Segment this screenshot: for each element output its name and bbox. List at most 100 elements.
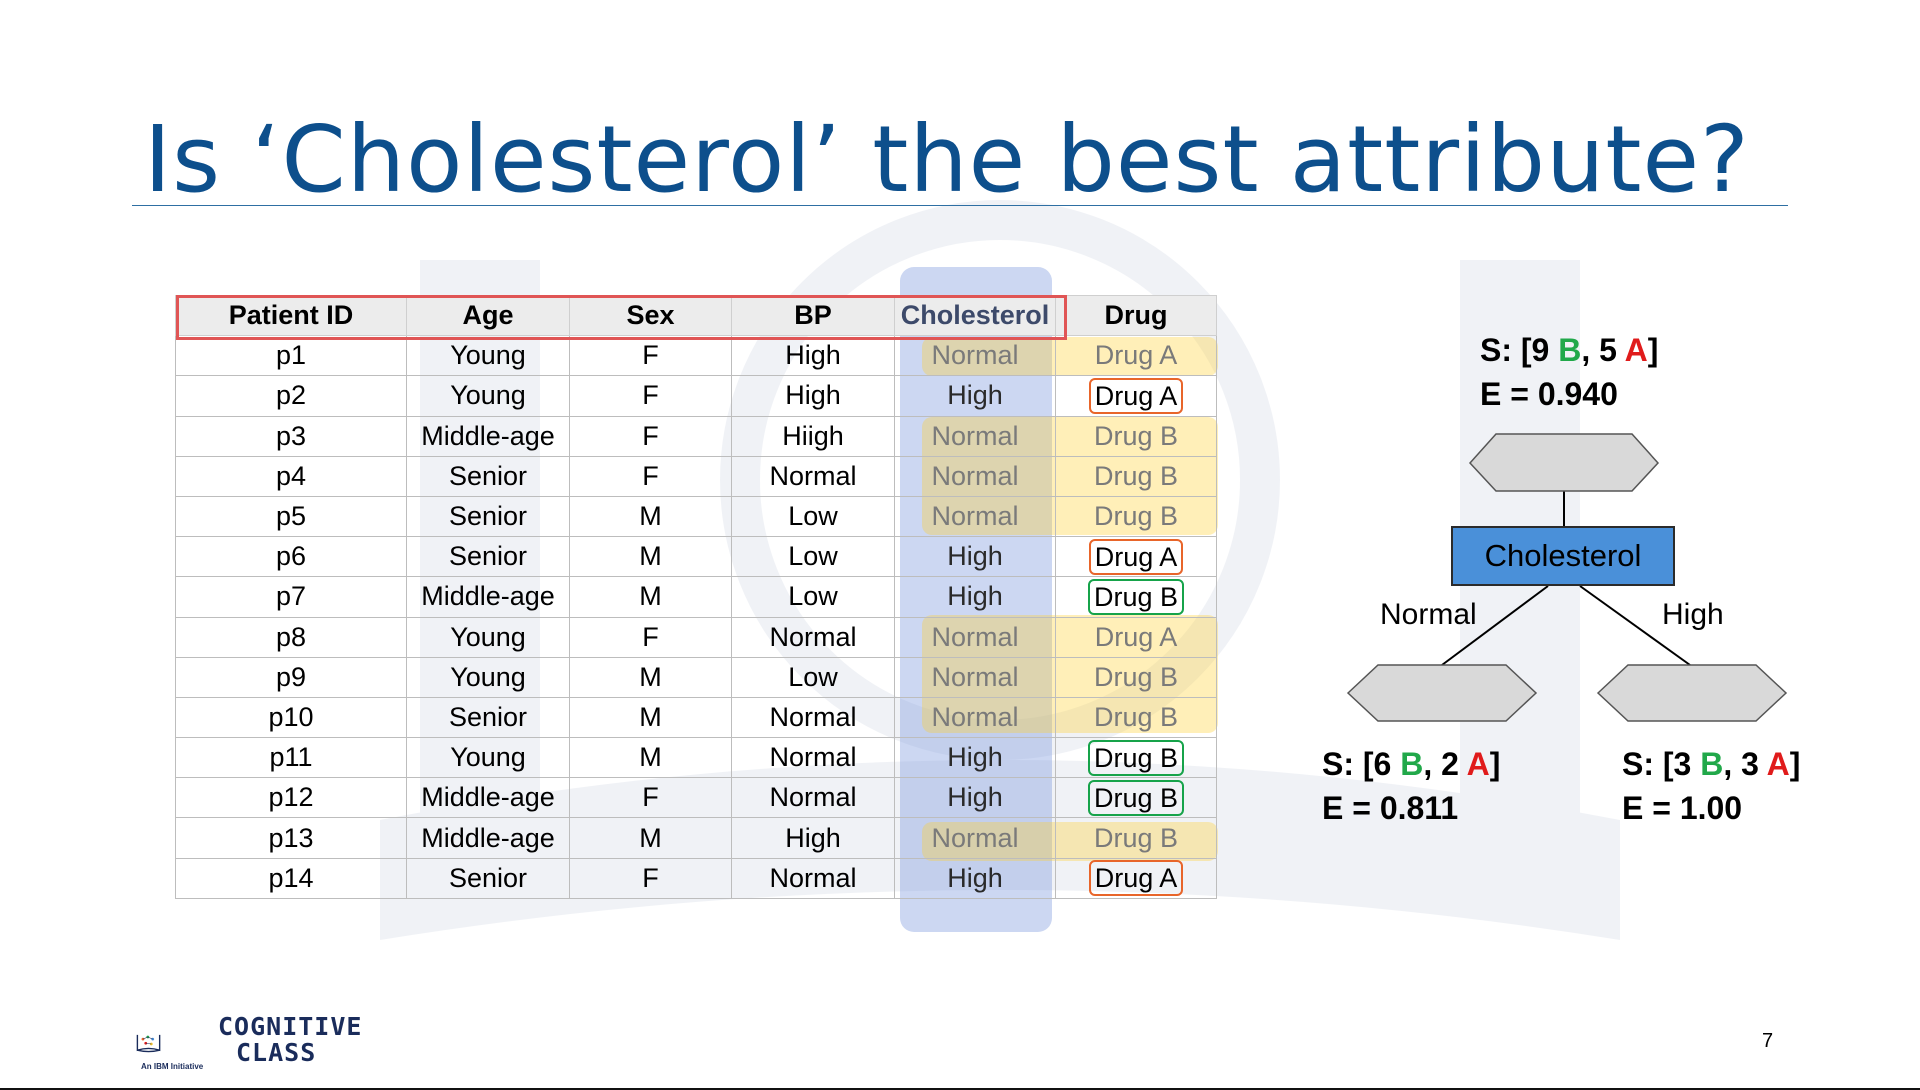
high-branch-line [1579,585,1691,666]
sex-cell: M [569,696,732,739]
drug-value: Drug B [1087,739,1185,776]
cholesterol-cell: High [894,737,1056,779]
table-header-row: Patient ID Age Sex BP Cholesterol Drug [175,294,1217,337]
table-row: p10 Senior M Normal Normal Drug B [175,696,1217,739]
bp-cell: Normal [731,616,895,658]
bp-cell: Low [731,656,895,698]
drug-cell: Drug A [1055,616,1217,658]
root-hexagon-outline [1468,433,1660,492]
age-cell: Young [406,375,570,417]
normal-sample-count: S: [6 B, 2 A] [1322,746,1501,782]
table-row: p8 Young F Normal Normal Drug A [175,616,1217,658]
cholesterol-cell: High [894,857,1056,899]
bp-cell: Low [731,576,895,618]
drug-value: Drug A [1094,340,1178,371]
drug-cell: Drug B [1055,455,1217,497]
bp-cell: Hiigh [731,415,895,457]
high-sample-count: S: [3 B, 3 A] [1622,746,1801,782]
high-leaf-hexagon [1596,664,1788,722]
bp-cell: High [731,335,895,377]
table-row: p4 Senior F Normal Normal Drug B [175,455,1217,497]
drug-cell: Drug B [1055,415,1217,457]
age-cell: Senior [406,696,570,739]
header-bp: BP [731,294,895,337]
normal-leaf-hexagon [1346,664,1538,722]
cholesterol-cell: Normal [894,335,1056,377]
cholesterol-cell: Normal [894,495,1056,538]
drug-cell: Drug A [1055,857,1217,899]
cholesterol-cell: Normal [894,415,1056,457]
patient-table: Patient ID Age Sex BP Cholesterol Drug p… [175,294,1217,899]
age-cell: Senior [406,455,570,497]
age-cell: Young [406,335,570,377]
table-row: p14 Senior F Normal High Drug A [175,857,1217,899]
bp-cell: Normal [731,696,895,739]
bp-cell: Normal [731,455,895,497]
cholesterol-cell: Normal [894,616,1056,658]
bp-cell: Normal [731,857,895,899]
cholesterol-cell: High [894,536,1056,578]
branch-label-normal: Normal [1380,598,1477,631]
sex-cell: F [569,616,732,658]
patient-id-cell: p7 [175,576,407,618]
normal-branch-line [1441,585,1549,666]
sex-cell: F [569,335,732,377]
age-cell: Senior [406,536,570,578]
branch-label-high: High [1662,598,1724,631]
table-row: p2 Young F High High Drug A [175,375,1217,417]
root-entropy: E = 0.940 [1480,376,1618,412]
drug-value: Drug B [1093,420,1179,451]
drug-value: Drug B [1093,661,1179,692]
root-stats: S: [9 B, 5 A] E = 0.940 [1480,328,1658,416]
bp-cell: Low [731,495,895,538]
sex-cell: F [569,375,732,417]
decision-tree [1346,433,1788,722]
normal-leaf-stats: S: [6 B, 2 A] E = 0.811 [1322,742,1500,830]
bottom-border [0,1088,1920,1090]
logo-line-1: COGNITIVE [218,1012,363,1041]
slide-title: Is ‘Cholesterol’ the best attribute? [144,106,1750,213]
patient-id-cell: p14 [175,857,407,899]
high-entropy: E = 1.00 [1622,790,1743,826]
drug-cell: Drug B [1055,656,1217,698]
bp-cell: High [731,375,895,417]
table-row: p13 Middle-age M High Normal Drug B [175,817,1217,859]
sex-cell: M [569,536,732,578]
table-row: p11 Young M Normal High Drug B [175,737,1217,779]
table-row: p9 Young M Low Normal Drug B [175,656,1217,698]
drug-cell: Drug B [1055,696,1217,739]
cholesterol-cell: Normal [894,696,1056,739]
patient-id-cell: p12 [175,777,407,819]
cognitive-class-logo-icon [136,1034,161,1053]
header-patient-id: Patient ID [175,294,407,337]
drug-value: Drug A [1094,621,1178,652]
patient-id-cell: p3 [175,415,407,457]
sex-cell: F [569,857,732,899]
patient-id-cell: p6 [175,536,407,578]
normal-entropy: E = 0.811 [1322,790,1459,826]
cholesterol-cell: High [894,576,1056,618]
title-divider [132,205,1788,206]
patient-id-cell: p8 [175,616,407,658]
bp-cell: High [731,817,895,859]
drug-value: Drug B [1093,701,1179,732]
drug-cell: Drug B [1055,737,1217,779]
cholesterol-cell: Normal [894,656,1056,698]
patient-id-cell: p9 [175,656,407,698]
drug-value: Drug B [1093,460,1179,491]
table-row: p1 Young F High Normal Drug A [175,335,1217,377]
drug-value: Drug B [1087,779,1185,816]
drug-cell: Drug B [1055,495,1217,538]
age-cell: Middle-age [406,576,570,618]
age-cell: Young [406,737,570,779]
drug-cell: Drug B [1055,777,1217,819]
cholesterol-cell: Normal [894,817,1056,859]
drug-cell: Drug A [1055,536,1217,578]
patient-id-cell: p4 [175,455,407,497]
drug-value: Drug A [1088,860,1184,897]
header-drug: Drug [1055,294,1217,337]
cholesterol-cell: High [894,777,1056,819]
age-cell: Young [406,656,570,698]
table-row: p5 Senior M Low Normal Drug B [175,495,1217,538]
